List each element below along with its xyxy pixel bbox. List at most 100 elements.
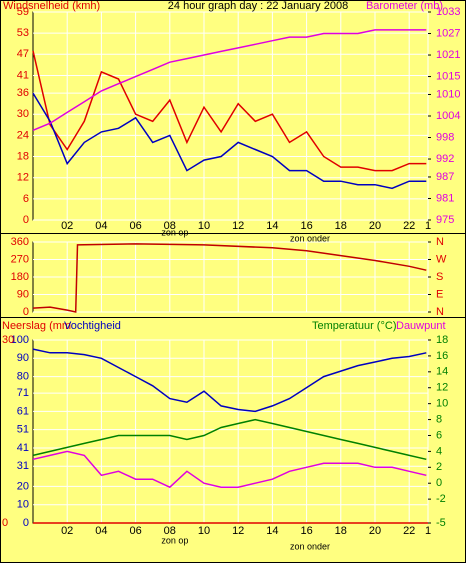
y-tick-label: 0 xyxy=(23,306,29,318)
y-tick-label: 20 xyxy=(17,480,29,492)
annotation: zon onder xyxy=(290,233,330,243)
annotation: zon onder xyxy=(290,541,330,551)
x-tick-label: 22 xyxy=(403,220,415,232)
y-tick-label: 24 xyxy=(17,129,29,141)
annotation: zon op xyxy=(161,227,188,237)
y2-axis-label: Barometer (mb) xyxy=(366,0,443,12)
y2-tick-label: 1033 xyxy=(436,6,460,18)
y-tick-label: 41 xyxy=(17,442,29,454)
y2-tick-label: S xyxy=(436,271,443,283)
y2-tick-label: 14 xyxy=(436,366,448,378)
y-tick-label: 18 xyxy=(17,150,29,162)
x-tick-label: 02 xyxy=(61,525,73,537)
y2-tick-label: 981 xyxy=(436,192,454,204)
y2-tick-label: 16 xyxy=(436,350,448,362)
y-tick-label: 90 xyxy=(17,288,29,300)
y2-tick-label: N xyxy=(436,236,444,248)
y3-tick-label: 0 xyxy=(2,517,8,529)
y2-tick-label: 975 xyxy=(436,214,454,226)
y2-tick-label: 6 xyxy=(436,429,442,441)
y-tick-label: 10 xyxy=(17,499,29,511)
y-tick-label: 71 xyxy=(17,387,29,399)
x-tick-label: 1 xyxy=(425,220,431,232)
y3-tick-label: 30 xyxy=(2,334,14,346)
x-tick-label: 12 xyxy=(232,220,244,232)
y2-axis-label: Dauwpunt xyxy=(396,320,446,332)
y2-tick-label: 992 xyxy=(436,153,454,165)
y-axis-label: Windsnelheid (kmh) xyxy=(3,0,100,12)
y-tick-label: 270 xyxy=(11,253,29,265)
y2-tick-label: -2 xyxy=(436,493,446,505)
x-tick-label: 10 xyxy=(198,525,210,537)
y2-tick-label: W xyxy=(436,253,447,265)
y-tick-label: 31 xyxy=(17,460,29,472)
y-tick-label: 100 xyxy=(11,334,29,346)
x-tick-label: 16 xyxy=(300,220,312,232)
series-line xyxy=(32,418,427,461)
x-tick-label: 10 xyxy=(198,220,210,232)
x-tick-label: 1 xyxy=(425,525,431,537)
plot-area xyxy=(32,339,429,524)
y2-tick-label: 18 xyxy=(436,334,448,346)
x-tick-label: 22 xyxy=(403,525,415,537)
y-tick-label: 61 xyxy=(17,405,29,417)
series-line xyxy=(32,29,427,131)
y2-tick-label: 10 xyxy=(436,398,448,410)
y2-tick-label: 4 xyxy=(436,445,442,457)
y-tick-label: 51 xyxy=(17,424,29,436)
annotation: zon op xyxy=(161,535,188,545)
x-tick-label: 18 xyxy=(335,525,347,537)
x-tick-label: 16 xyxy=(300,525,312,537)
y2-tick-label: 0 xyxy=(436,477,442,489)
y-tick-label: 36 xyxy=(17,87,29,99)
series-line xyxy=(32,450,427,489)
series-line xyxy=(32,92,427,190)
x-tick-label: 14 xyxy=(266,220,278,232)
y2-tick-label: 998 xyxy=(436,131,454,143)
y-tick-label: 90 xyxy=(17,352,29,364)
y-tick-label: 53 xyxy=(17,27,29,39)
x-tick-label: 02 xyxy=(61,220,73,232)
y2-tick-label: 8 xyxy=(436,413,442,425)
y-axis-label: Vochtigheid xyxy=(64,320,121,332)
chart-title: 24 hour graph day : 22 January 2008 xyxy=(168,0,348,12)
x-tick-label: 08 xyxy=(164,220,176,232)
y2-tick-label: 12 xyxy=(436,382,448,394)
y2-tick-label: E xyxy=(436,288,443,300)
y2-tick-label: -5 xyxy=(436,517,446,529)
y2-tick-label: 1027 xyxy=(436,27,460,39)
y2-tick-label: 1021 xyxy=(436,49,460,61)
y-tick-label: 80 xyxy=(17,371,29,383)
y-tick-label: 41 xyxy=(17,69,29,81)
x-tick-label: 08 xyxy=(164,525,176,537)
x-tick-label: 04 xyxy=(95,220,107,232)
y-tick-label: 12 xyxy=(17,172,29,184)
y-tick-label: 59 xyxy=(17,6,29,18)
x-tick-label: 18 xyxy=(335,220,347,232)
y-tick-label: 6 xyxy=(23,193,29,205)
x-tick-label: 12 xyxy=(232,525,244,537)
series-line xyxy=(32,50,427,172)
y2-tick-label: 1004 xyxy=(436,110,460,122)
y2-tick-label: 987 xyxy=(436,171,454,183)
y2-tick-label: 1010 xyxy=(436,88,460,100)
y2-tick-label: N xyxy=(436,306,444,318)
y-tick-label: 0 xyxy=(23,214,29,226)
y-tick-label: 0 xyxy=(23,517,29,529)
x-tick-label: 04 xyxy=(95,525,107,537)
x-tick-label: 20 xyxy=(369,525,381,537)
y-tick-label: 180 xyxy=(11,271,29,283)
y2-axis-label: Temperatuur (°C) xyxy=(312,320,396,332)
y2-tick-label: 2 xyxy=(436,461,442,473)
y-tick-label: 30 xyxy=(17,108,29,120)
x-tick-label: 06 xyxy=(129,525,141,537)
series-line xyxy=(32,243,427,313)
y-tick-label: 360 xyxy=(11,236,29,248)
y-tick-label: 47 xyxy=(17,48,29,60)
series-line xyxy=(32,348,427,413)
x-tick-label: 06 xyxy=(129,220,141,232)
y3-axis-label: Neerslag (mm xyxy=(2,320,71,332)
x-tick-label: 14 xyxy=(266,525,278,537)
y2-tick-label: 1015 xyxy=(436,70,460,82)
